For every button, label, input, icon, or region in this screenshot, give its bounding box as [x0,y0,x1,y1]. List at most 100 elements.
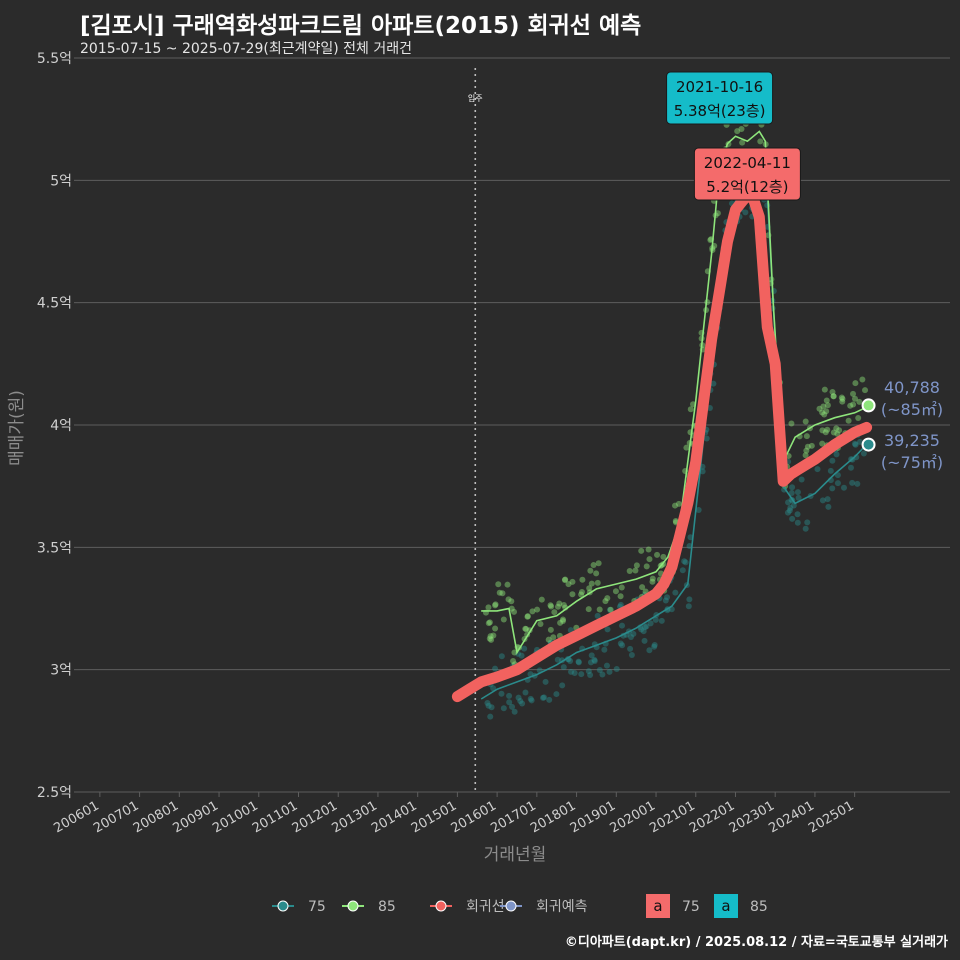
scatter-point-85 [639,584,646,591]
scatter-point-85 [547,626,554,633]
scatter-point-75 [686,596,693,603]
scatter-point-85 [855,415,862,422]
scatter-point-85 [534,606,541,613]
page-title: [김포시] 구래역화성파크드림 아파트(2015) 회귀선 예측 [80,13,642,39]
move-in-label: 입주 [468,94,483,103]
scatter-point-75 [789,515,796,522]
scatter-point-85 [802,452,809,459]
scatter-point-75 [492,665,499,672]
scatter-point-75 [506,699,513,706]
scatter-point-75 [553,691,560,698]
scatter-point-75 [509,703,516,710]
scatter-point-75 [498,653,505,660]
scatter-point-85 [660,553,667,560]
scatter-point-75 [788,489,795,496]
annotations: 2021-10-16 5.38억(23층) 2022-04-11 5.2억(12층) [666,71,801,201]
scatter-points [482,103,869,720]
scatter-point-75 [485,702,492,709]
scatter-point-75 [603,662,610,669]
annotation-text-75: 2022-04-11 [704,154,791,172]
scatter-point-85 [565,581,572,588]
scatter-point-75 [619,642,626,649]
scatter-point-85 [604,595,611,602]
y-tick-label: 5억 [50,173,72,189]
scatter-point-75 [682,559,689,566]
legend-fill-key-letter: a [721,897,730,915]
scatter-point-75 [500,705,507,712]
scatter-point-75 [699,468,706,475]
scatter-point-85 [560,618,567,625]
scatter-point-75 [833,451,840,458]
scatter-point-85 [823,397,830,404]
y-tick-label: 2.5억 [37,785,72,801]
scatter-point-85 [632,567,639,574]
scatter-point-85 [757,138,764,145]
legend-label: 75 [308,899,326,915]
scatter-point-75 [825,503,832,510]
scatter-point-85 [859,376,866,383]
scatter-point-75 [681,558,688,565]
scatter-point-75 [857,438,864,445]
end-label-75: (~75㎡) [881,453,943,472]
scatter-point-85 [802,418,809,425]
scatter-point-85 [538,596,545,603]
move-in-marker: 입주 [468,68,483,792]
x-axis: 2006012007012008012009012010012011012012… [51,792,857,836]
scatter-point-75 [789,484,796,491]
scatter-point-85 [618,584,625,591]
scatter-point-75 [540,694,547,701]
legend: 75 85 회귀선 회귀예측 a 75 a 85 [272,894,768,918]
scatter-point-85 [819,440,826,447]
scatter-point-85 [602,598,609,605]
y-tick-label: 3억 [50,663,72,679]
scatter-point-75 [628,652,635,659]
scatter-point-85 [830,429,837,436]
scatter-point-85 [485,604,492,611]
scatter-point-75 [860,450,867,457]
scatter-point-75 [484,700,491,707]
scatter-point-75 [601,646,608,653]
scatter-point-85 [856,398,863,405]
scatter-point-75 [834,472,841,479]
scatter-point-85 [672,517,679,524]
scatter-point-75 [521,645,528,652]
scatter-point-75 [599,671,606,678]
scatter-point-85 [586,585,593,592]
scatter-point-85 [830,393,837,400]
scatter-point-75 [568,668,575,675]
scatter-point-75 [591,656,598,663]
legend-label: 85 [750,899,768,915]
scatter-point-75 [781,486,788,493]
scatter-point-85 [557,619,564,626]
end-labels: 40,788 (~85㎡) 39,235 (~75㎡) [881,378,943,472]
scatter-point-85 [845,417,852,424]
scatter-point-85 [626,567,633,574]
scatter-point-85 [803,447,810,454]
scatter-point-85 [836,427,843,434]
scatter-point-75 [679,567,686,574]
scatter-point-85 [821,411,828,418]
scatter-point-75 [571,669,578,676]
scatter-point-75 [587,659,594,666]
scatter-point-85 [492,601,499,608]
scatter-point-75 [578,671,585,678]
y-tick-label: 4억 [50,418,72,434]
scatter-point-75 [642,624,649,631]
scatter-point-85 [548,603,555,610]
legend-marker [505,900,517,912]
scatter-point-85 [547,602,554,609]
scatter-point-75 [560,664,567,671]
scatter-point-75 [640,628,647,635]
scatter-point-75 [643,623,650,630]
scatter-point-75 [658,617,665,624]
scatter-point-75 [662,597,669,604]
scatter-point-75 [606,606,613,613]
end-label-75: 39,235 [884,431,940,450]
scatter-point-75 [742,209,749,216]
scatter-point-85 [508,605,515,612]
scatter-point-85 [486,635,493,642]
legend-label: 회귀선 [466,899,505,915]
y-tick-label: 3.5억 [37,540,72,556]
scatter-point-75 [840,484,847,491]
